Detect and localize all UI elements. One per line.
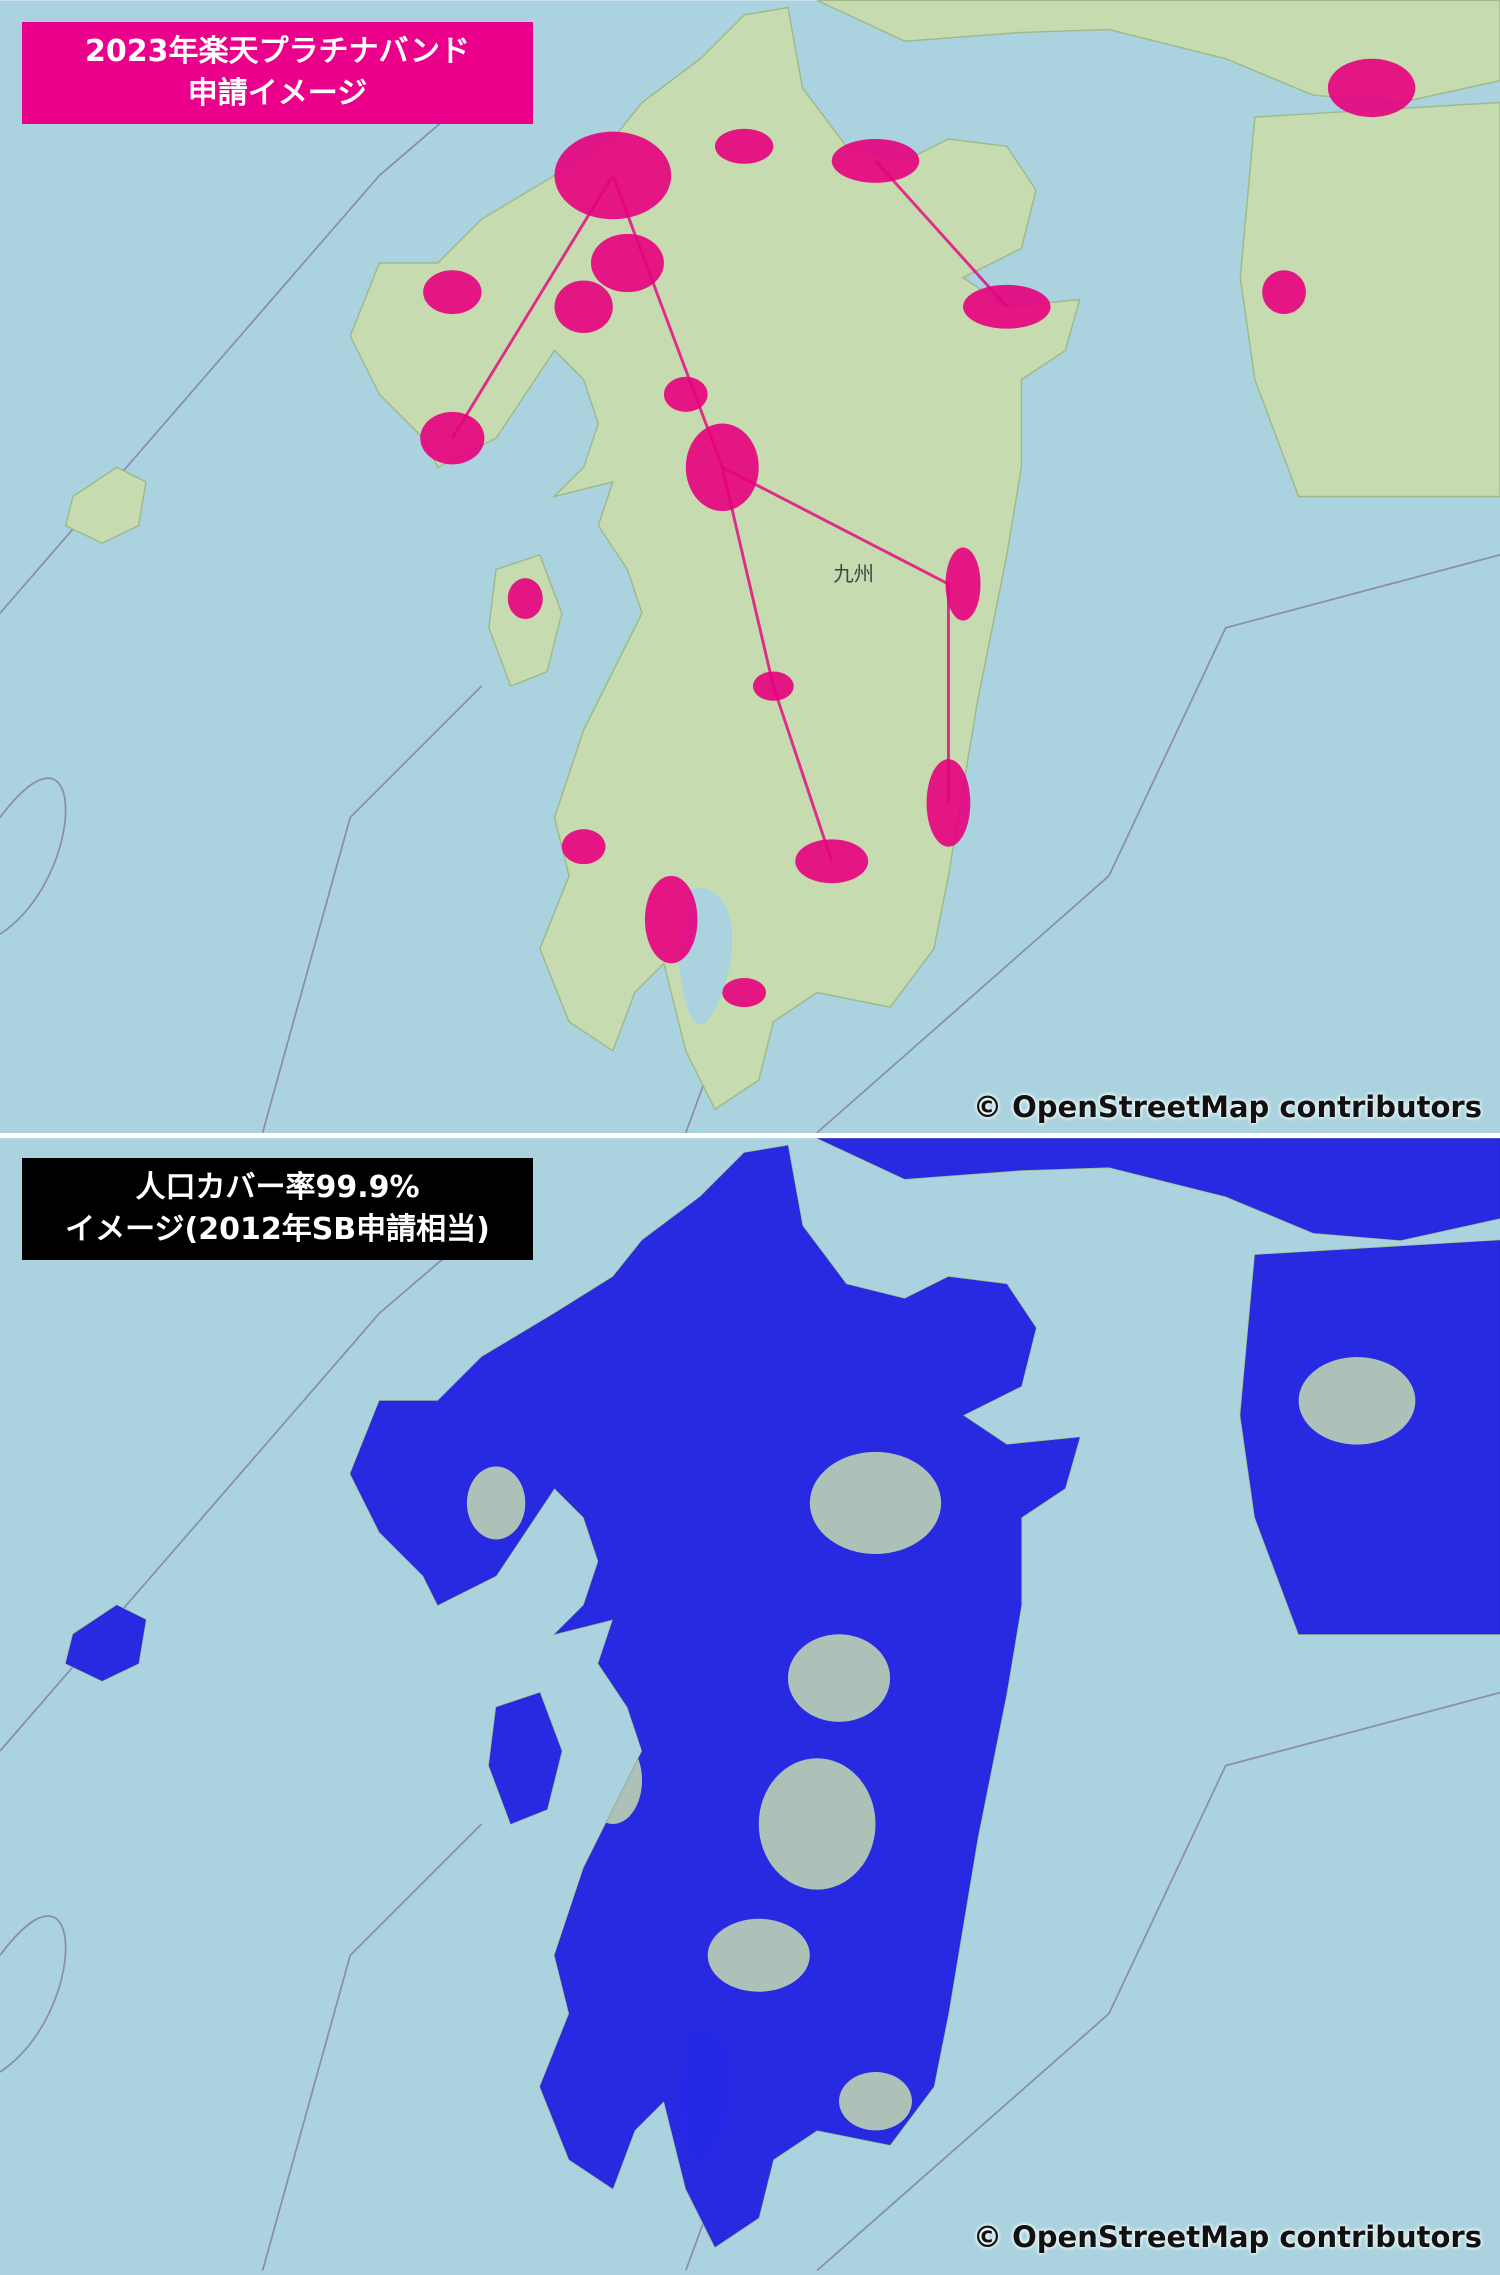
label-line: イメージ(2012年SB申請相当) — [65, 1212, 490, 1247]
uncovered-area — [809, 1451, 942, 1555]
uncovered-area — [707, 1918, 810, 1992]
coverage-area — [663, 376, 708, 412]
coverage-area — [561, 829, 606, 865]
coverage-area — [714, 128, 774, 164]
coverage-area — [423, 270, 482, 315]
coverage-area — [831, 138, 920, 183]
map-panel: 人口カバー率99.9% イメージ(2012年SB申請相当) © OpenStre… — [0, 1138, 1500, 2275]
coverage-area — [1262, 270, 1306, 315]
coverage-area — [590, 233, 664, 293]
uncovered-area — [787, 1634, 891, 1722]
divider — [0, 1133, 1500, 1138]
uncovered-area — [1298, 1357, 1416, 1445]
label-line: 人口カバー率99.9% — [135, 1170, 420, 1205]
coverage-area — [722, 977, 767, 1008]
label-line: 2023年楽天プラチナバンド — [85, 34, 470, 69]
map: 九州 — [0, 0, 1500, 1133]
map — [0, 1138, 1500, 2275]
coverage-area — [963, 284, 1051, 329]
uncovered-area — [758, 1758, 876, 1890]
boundary-line — [0, 87, 1500, 1133]
attribution: © OpenStreetMap contributors — [973, 1090, 1482, 1124]
attribution: © OpenStreetMap contributors — [973, 2220, 1482, 2254]
coverage-area — [945, 547, 981, 621]
boundary-line — [0, 1225, 1500, 2272]
uncovered-area — [839, 2072, 912, 2131]
map-label: 2023年楽天プラチナバンド 申請イメージ — [22, 22, 533, 124]
uncovered-area — [466, 1466, 526, 1540]
roads — [451, 159, 1008, 862]
coverage-area — [507, 578, 543, 620]
land — [816, 0, 1500, 104]
region-label: 九州 — [833, 562, 874, 586]
map-panel: 九州 2023年楽天プラチナバンド 申請イメージ © OpenStreetMap… — [0, 0, 1500, 1133]
land — [488, 553, 563, 688]
coverage-area — [554, 280, 613, 334]
coverage-area — [1327, 58, 1416, 118]
label-line: 申請イメージ — [187, 76, 368, 111]
coverage-area — [644, 875, 698, 964]
land — [1239, 101, 1500, 498]
land — [349, 6, 1081, 1111]
map-label: 人口カバー率99.9% イメージ(2012年SB申請相当) — [22, 1158, 533, 1260]
land — [64, 466, 147, 544]
